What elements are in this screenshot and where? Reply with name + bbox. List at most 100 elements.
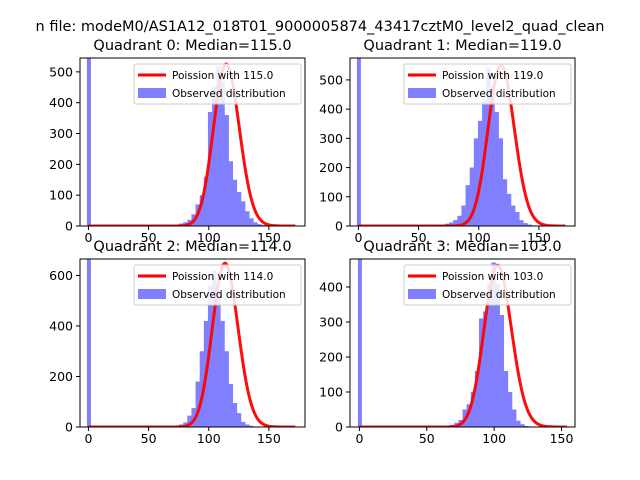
y-tick-label: 200 [319,350,343,365]
legend-box [133,264,302,306]
legend-bar-label: Observed distribution [442,88,556,100]
histogram-bar [195,381,200,427]
histogram-bar [499,315,505,427]
y-tick-label: 300 [319,315,343,330]
y-tick-label: 300 [49,126,73,141]
legend-bar-swatch [138,88,166,98]
histogram-bar [199,351,205,427]
y-tick-label: 100 [49,188,73,203]
histogram-bar [520,424,525,427]
histogram-bar [236,192,242,226]
histogram-bar [220,320,225,427]
histogram-bar [486,68,491,226]
legend-box [403,264,572,306]
chart-title: Quadrant 1: Median=119.0 [363,38,561,54]
x-tick-label: 100 [197,230,221,245]
histogram-bar [495,283,500,427]
axes-frame [79,57,306,227]
legend-line-label: Poission with 114.0 [172,271,273,283]
x-tick-label: 50 [141,431,157,446]
x-tick-label: 100 [467,230,491,245]
chart-panel-0: 0 50 100 150 0 100 200 300 400 500 Quadrant 0: Med… [49,38,306,245]
histogram-bar [199,195,205,226]
histogram-bar [253,222,258,226]
histogram-bar [240,421,246,427]
legend-line-label: Poission with 103.0 [442,271,543,283]
poisson-curve [88,62,296,226]
histogram-bar [465,185,470,226]
legend-box [403,63,572,105]
x-tick-label: 50 [411,230,427,245]
histogram-bar [240,201,246,226]
histogram-bar [232,403,238,427]
histogram-bar [86,58,91,226]
legend-bar-label: Observed distribution [172,289,286,301]
histogram-bar [507,392,513,427]
axes-frame [349,258,576,428]
histogram-bar [245,211,250,226]
histogram-bar [216,293,221,427]
legend: Poission with 115.0 Observed distribution [133,63,302,105]
x-tick-label: 0 [84,431,92,446]
legend-line-label: Poission with 115.0 [172,70,273,82]
x-tick-label: 0 [355,431,363,446]
histogram-bar [228,384,234,427]
plot-area [356,58,566,226]
plot-area [357,259,568,427]
y-tick-label: 0 [335,420,343,435]
histogram-bar [474,371,480,427]
histogram-bar [519,220,524,226]
chart-title: Quadrant 0: Median=115.0 [93,38,291,54]
y-tick-label: 400 [49,318,73,333]
histogram-bar [502,179,508,226]
histogram-bar [511,409,517,427]
y-tick-label: 500 [49,64,73,79]
x-tick-label: 150 [257,230,281,245]
x-tick-label: 0 [84,230,92,245]
histogram-bar [220,81,225,226]
legend-box [133,63,302,105]
histogram-bar [257,224,262,226]
histogram-bar [453,220,458,226]
y-tick-label: 100 [319,189,343,204]
plot-area [86,58,296,226]
chart-title: Quadrant 2: Median=114.0 [93,239,291,255]
histogram-bar [457,215,462,226]
histogram-bar [498,138,504,226]
x-tick-label: 150 [257,431,281,446]
histogram-bar [483,311,488,427]
histogram-bar [191,408,196,427]
histogram-bar [477,120,483,226]
histogram-bar [523,223,528,226]
x-tick-label: 50 [141,230,157,245]
chart-panel-3: 0 50 100 150 0 100 200 300 400 Quadrant 3: Median… [319,239,576,446]
histogram-bar [491,262,496,427]
histogram-bar [249,218,254,226]
y-tick-label: 600 [49,268,73,283]
legend-bar-swatch [408,289,436,299]
legend: Poission with 114.0 Observed distribution [133,264,302,306]
histogram-bar [470,392,476,427]
y-tick-label: 400 [319,280,343,295]
x-tick-label: 100 [197,431,221,446]
histogram-bar [216,65,221,226]
y-tick-label: 200 [49,369,73,384]
legend-bar-label: Observed distribution [442,289,556,301]
legend-bar-label: Observed distribution [172,88,286,100]
y-tick-label: 0 [65,219,73,234]
x-tick-label: 150 [527,230,551,245]
histogram-bar [473,138,479,226]
histogram-bar [503,371,509,427]
histogram-bar [524,425,529,427]
x-tick-label: 100 [482,431,506,446]
legend: Poission with 103.0 Observed distribution [403,264,572,306]
histogram-bar [212,270,217,427]
figure-title: n file: modeM0/AS1A12_018T01_9000005874_… [36,19,605,35]
histogram-bar [232,179,238,226]
histogram-bar [249,425,254,427]
histogram-bar [224,351,229,427]
histogram-bar [516,420,521,427]
histogram-bar [236,413,242,427]
histogram-bar [515,211,520,226]
